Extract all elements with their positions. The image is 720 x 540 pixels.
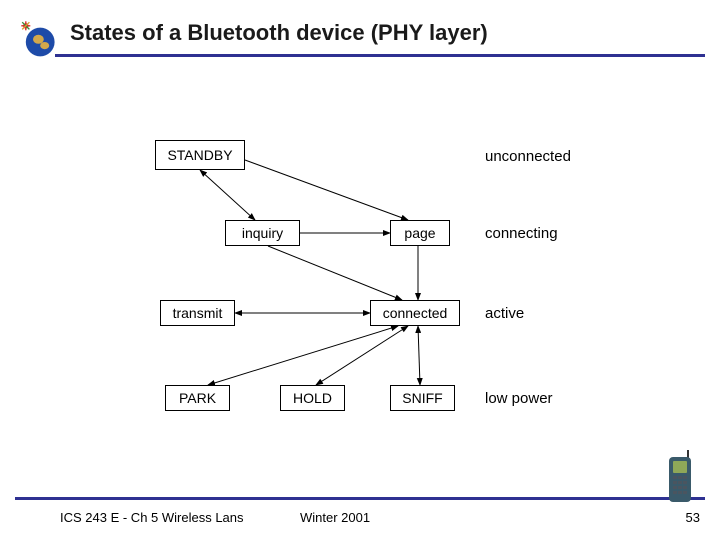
state-diagram-arrows (0, 0, 720, 540)
row-label-unconnected: unconnected (485, 148, 571, 165)
state-node-connected: connected (370, 300, 460, 326)
slide-root: States of a Bluetooth device (PHY layer)… (0, 0, 720, 540)
title-underline (55, 54, 705, 57)
edge-connected-sniff (418, 326, 420, 385)
edge-connected-park (208, 326, 398, 385)
edge-connected-hold (316, 326, 408, 385)
slide-header: States of a Bluetooth device (PHY layer) (70, 20, 700, 46)
row-label-connecting: connecting (485, 225, 558, 242)
state-node-park: PARK (165, 385, 230, 411)
footer-page-number: 53 (686, 510, 700, 525)
row-label-active: active (485, 305, 524, 322)
phone-icon (665, 450, 695, 505)
state-node-transmit: transmit (160, 300, 235, 326)
edge-standby-inquiry (200, 170, 255, 220)
footer-course: ICS 243 E - Ch 5 Wireless Lans (60, 510, 244, 525)
globe-logo-icon (15, 15, 60, 60)
edge-standby-page (245, 160, 408, 220)
slide-title: States of a Bluetooth device (PHY layer) (70, 20, 700, 46)
state-node-page: page (390, 220, 450, 246)
footer-underline (15, 497, 705, 500)
edge-inquiry-connected (268, 246, 402, 300)
state-node-hold: HOLD (280, 385, 345, 411)
state-node-inquiry: inquiry (225, 220, 300, 246)
state-node-sniff: SNIFF (390, 385, 455, 411)
row-label-lowpower: low power (485, 390, 553, 407)
state-node-standby: STANDBY (155, 140, 245, 170)
footer-term: Winter 2001 (300, 510, 370, 525)
